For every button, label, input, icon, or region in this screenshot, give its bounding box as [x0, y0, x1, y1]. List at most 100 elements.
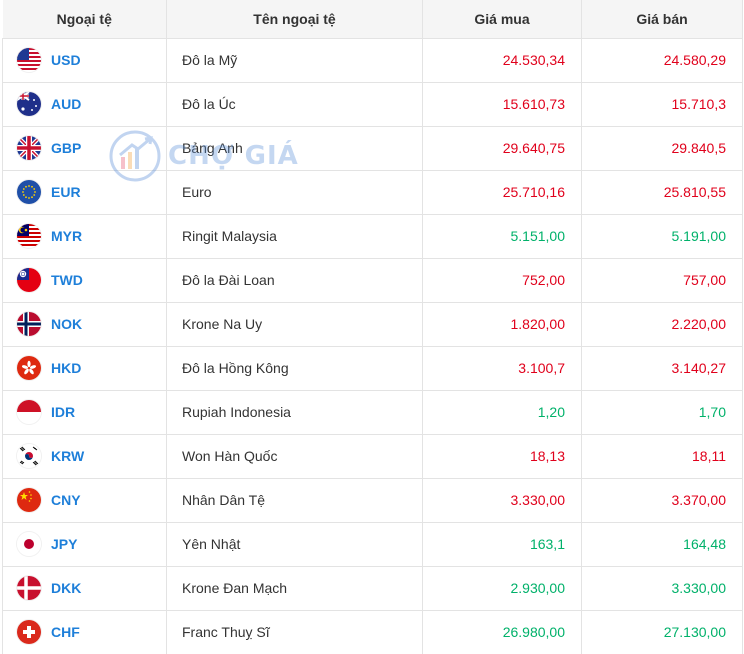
buy-price: 29.640,75 [422, 125, 582, 171]
sell-price: 5.191,00 [581, 213, 743, 259]
table-row: AUD Đô la Úc 15.610,73 15.710,3 [2, 81, 743, 127]
currency-name: Franc Thuỵ Sĩ [166, 609, 423, 654]
sell-price: 27.130,00 [581, 609, 743, 654]
sell-price: 3.370,00 [581, 477, 743, 523]
currency-name: Đô la Đài Loan [166, 257, 423, 303]
hk-flag-icon [17, 356, 41, 380]
tw-flag-icon [17, 268, 41, 292]
currency-code-link[interactable]: MYR [51, 228, 83, 244]
currency-code-cell: AUD [2, 81, 167, 127]
buy-price: 752,00 [422, 257, 582, 303]
currency-name: Ringit Malaysia [166, 213, 423, 259]
currency-name: Đô la Mỹ [166, 37, 423, 83]
id-flag-icon [17, 400, 41, 424]
currency-code-link[interactable]: EUR [51, 184, 81, 200]
currency-code-link[interactable]: JPY [51, 536, 78, 552]
currency-code-link[interactable]: USD [51, 52, 81, 68]
currency-name: Nhân Dân Tệ [166, 477, 423, 523]
table-row: USD Đô la Mỹ 24.530,34 24.580,29 [2, 37, 743, 83]
currency-code-cell: IDR [2, 389, 167, 435]
currency-code-link[interactable]: GBP [51, 140, 82, 156]
sell-price: 164,48 [581, 521, 743, 567]
au-flag-icon [17, 92, 41, 116]
header-currency-name: Tên ngoại tệ [166, 0, 423, 39]
table-row: DKK Krone Đan Mạch 2.930,00 3.330,00 [2, 565, 743, 611]
currency-code-cell: GBP [2, 125, 167, 171]
table-row: MYR Ringit Malaysia 5.151,00 5.191,00 [2, 213, 743, 259]
currency-code-link[interactable]: KRW [51, 448, 85, 464]
sell-price: 24.580,29 [581, 37, 743, 83]
header-currency-code: Ngoại tệ [2, 0, 167, 39]
currency-code-cell: USD [2, 37, 167, 83]
table-header-row: Ngoại tệ Tên ngoại tệ Giá mua Giá bán [2, 0, 743, 39]
currency-code-cell: HKD [2, 345, 167, 391]
currency-name: Đô la Hồng Kông [166, 345, 423, 391]
sell-price: 3.140,27 [581, 345, 743, 391]
header-sell-price: Giá bán [581, 0, 743, 39]
table-row: CNY Nhân Dân Tệ 3.330,00 3.370,00 [2, 477, 743, 523]
currency-code-cell: CHF [2, 609, 167, 654]
buy-price: 163,1 [422, 521, 582, 567]
currency-code-cell: TWD [2, 257, 167, 303]
currency-name: Won Hàn Quốc [166, 433, 423, 479]
currency-code-link[interactable]: NOK [51, 316, 83, 332]
currency-code-cell: MYR [2, 213, 167, 259]
buy-price: 25.710,16 [422, 169, 582, 215]
currency-name: Euro [166, 169, 423, 215]
currency-code-cell: EUR [2, 169, 167, 215]
currency-code-link[interactable]: TWD [51, 272, 83, 288]
cn-flag-icon [17, 488, 41, 512]
currency-code-cell: JPY [2, 521, 167, 567]
currency-code-link[interactable]: AUD [51, 96, 82, 112]
currency-code-cell: KRW [2, 433, 167, 479]
us-flag-icon [17, 48, 41, 72]
currency-code-cell: DKK [2, 565, 167, 611]
buy-price: 1.820,00 [422, 301, 582, 347]
table-row: NOK Krone Na Uy 1.820,00 2.220,00 [2, 301, 743, 347]
my-flag-icon [17, 224, 41, 248]
no-flag-icon [17, 312, 41, 336]
gb-flag-icon [17, 136, 41, 160]
table-row: GBP Bảng Anh 29.640,75 29.840,5 [2, 125, 743, 171]
buy-price: 2.930,00 [422, 565, 582, 611]
table-row: IDR Rupiah Indonesia 1,20 1,70 [2, 389, 743, 435]
buy-price: 26.980,00 [422, 609, 582, 654]
currency-name: Yên Nhật [166, 521, 423, 567]
buy-price: 24.530,34 [422, 37, 582, 83]
header-buy-price: Giá mua [422, 0, 582, 39]
ch-flag-icon [17, 620, 41, 644]
sell-price: 25.810,55 [581, 169, 743, 215]
table-row: HKD Đô la Hồng Kông 3.100,7 3.140,27 [2, 345, 743, 391]
buy-price: 1,20 [422, 389, 582, 435]
table-row: CHF Franc Thuỵ Sĩ 26.980,00 27.130,00 [2, 609, 743, 654]
currency-code-link[interactable]: DKK [51, 580, 82, 596]
currency-name: Bảng Anh [166, 125, 423, 171]
dk-flag-icon [17, 576, 41, 600]
sell-price: 29.840,5 [581, 125, 743, 171]
currency-code-link[interactable]: HKD [51, 360, 82, 376]
currency-name: Krone Na Uy [166, 301, 423, 347]
buy-price: 18,13 [422, 433, 582, 479]
sell-price: 2.220,00 [581, 301, 743, 347]
buy-price: 3.330,00 [422, 477, 582, 523]
table-row: TWD Đô la Đài Loan 752,00 757,00 [2, 257, 743, 303]
currency-code-cell: CNY [2, 477, 167, 523]
kr-flag-icon [17, 444, 41, 468]
currency-name: Rupiah Indonesia [166, 389, 423, 435]
currency-code-link[interactable]: CNY [51, 492, 81, 508]
sell-price: 3.330,00 [581, 565, 743, 611]
jp-flag-icon [17, 532, 41, 556]
buy-price: 15.610,73 [422, 81, 582, 127]
currency-name: Krone Đan Mạch [166, 565, 423, 611]
currency-code-link[interactable]: CHF [51, 624, 80, 640]
buy-price: 3.100,7 [422, 345, 582, 391]
sell-price: 15.710,3 [581, 81, 743, 127]
table-row: EUR Euro 25.710,16 25.810,55 [2, 169, 743, 215]
sell-price: 18,11 [581, 433, 743, 479]
table-row: JPY Yên Nhật 163,1 164,48 [2, 521, 743, 567]
buy-price: 5.151,00 [422, 213, 582, 259]
currency-code-link[interactable]: IDR [51, 404, 76, 420]
table-row: KRW Won Hàn Quốc 18,13 18,11 [2, 433, 743, 479]
currency-name: Đô la Úc [166, 81, 423, 127]
